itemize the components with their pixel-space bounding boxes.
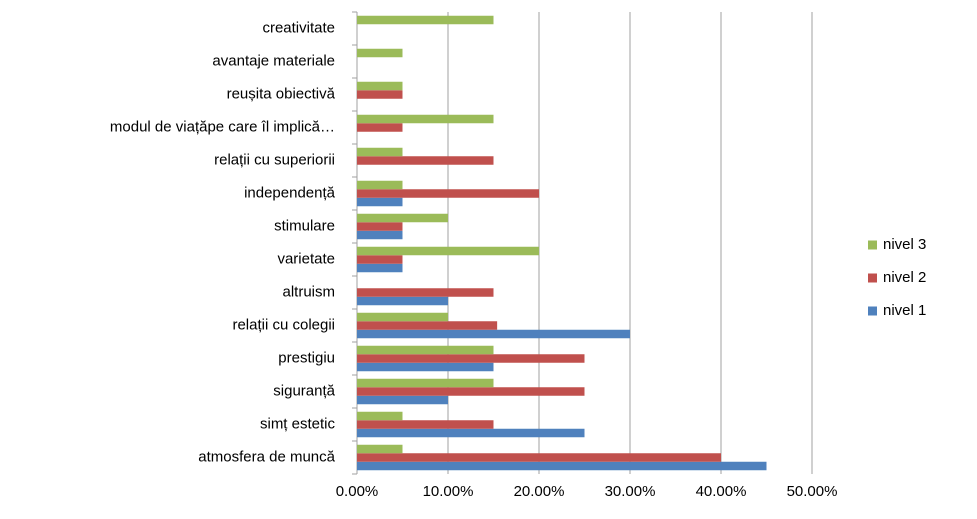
- bar: [357, 395, 448, 405]
- legend-label: nivel 2: [883, 269, 926, 286]
- bar: [357, 329, 630, 339]
- bar: [357, 222, 403, 231]
- bar: [357, 189, 539, 198]
- bar: [357, 312, 448, 322]
- bar: [357, 461, 767, 471]
- y-tick-label: altruism: [282, 283, 335, 300]
- bar: [357, 453, 721, 462]
- y-tick-label: reușita obiectivă: [227, 85, 336, 102]
- bar: [357, 230, 403, 240]
- bar: [357, 180, 403, 190]
- bar: [357, 255, 403, 264]
- x-tick-label: 10.00%: [423, 483, 474, 500]
- x-tick-label: 40.00%: [696, 483, 747, 500]
- x-tick-label: 50.00%: [787, 483, 838, 500]
- bar: [357, 420, 494, 429]
- y-tick-label: relații cu colegii: [232, 316, 335, 333]
- bar: [357, 296, 448, 306]
- legend-swatch: [868, 240, 877, 250]
- bar: [357, 123, 403, 132]
- x-tick-label: 20.00%: [514, 483, 565, 500]
- y-tick-label: relații cu superiorii: [214, 151, 335, 168]
- bar: [357, 444, 403, 454]
- bar: [357, 213, 448, 223]
- bar: [357, 90, 403, 99]
- bar: [357, 48, 403, 58]
- bar: [357, 246, 539, 256]
- y-tick-label: prestigiu: [278, 349, 335, 366]
- y-tick-label: modul de viațăpe care îl implică…: [110, 118, 335, 135]
- y-tick-label: creativitate: [262, 19, 335, 36]
- bar: [357, 81, 403, 91]
- bar: [357, 362, 494, 372]
- x-tick-label: 30.00%: [605, 483, 656, 500]
- bar: [357, 147, 403, 157]
- bar: [357, 263, 403, 273]
- y-tick-label: stimulare: [274, 217, 335, 234]
- bar: [357, 321, 498, 330]
- bar: [357, 428, 585, 438]
- y-tick-label: siguranță: [273, 382, 335, 399]
- bar: [357, 15, 494, 25]
- bar: [357, 378, 494, 388]
- bar: [357, 411, 403, 421]
- y-tick-label: avantaje materiale: [212, 52, 335, 69]
- legend-swatch: [868, 306, 877, 316]
- y-tick-label: atmosfera de muncă: [198, 448, 335, 465]
- bar: [357, 114, 494, 124]
- bar: [357, 156, 494, 165]
- bar: [357, 288, 494, 297]
- bar: [357, 197, 403, 207]
- legend-label: nivel 3: [883, 236, 926, 253]
- bar: [357, 387, 585, 396]
- bar: [357, 354, 585, 363]
- legend-label: nivel 1: [883, 302, 926, 319]
- legend-swatch: [868, 273, 877, 283]
- y-tick-label: varietate: [277, 250, 335, 267]
- y-tick-label: independență: [244, 184, 336, 201]
- bar: [357, 345, 494, 355]
- y-tick-label: simț estetic: [260, 415, 336, 432]
- x-tick-label: 0.00%: [336, 483, 379, 500]
